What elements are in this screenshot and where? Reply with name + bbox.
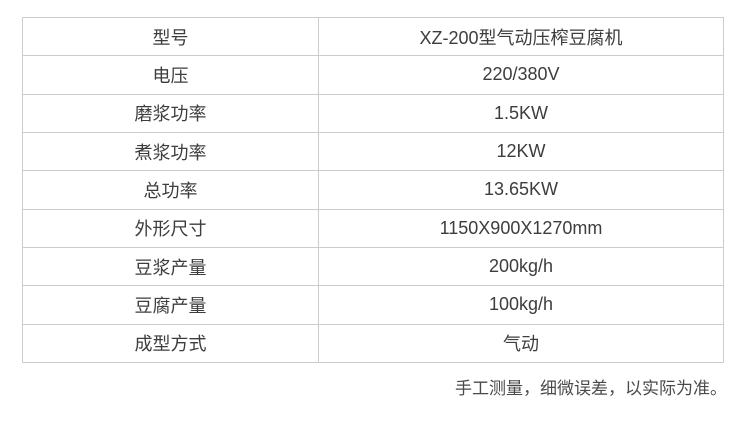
spec-row-label: 电压 — [22, 55, 319, 95]
spec-table-row: 豆腐产量 100kg/h — [22, 285, 724, 325]
spec-row-value: XZ-200型气动压榨豆腐机 — [318, 16, 724, 57]
spec-table: 型号 XZ-200型气动压榨豆腐机 电压 220/380V 磨浆功率 1.5KW… — [22, 16, 724, 364]
spec-row-value: 220/380V — [318, 55, 724, 95]
spec-row-value: 13.65KW — [318, 170, 724, 210]
spec-row-value: 200kg/h — [318, 246, 724, 287]
spec-row-label: 型号 — [22, 16, 319, 57]
spec-row-value: 12KW — [318, 131, 724, 172]
spec-row-value: 1150X900X1270mm — [318, 208, 724, 248]
spec-row-label: 煮浆功率 — [22, 131, 319, 172]
spec-row-label: 豆腐产量 — [22, 285, 319, 325]
spec-row-value: 气动 — [318, 323, 724, 364]
spec-table-row: 电压 220/380V — [22, 55, 724, 95]
spec-table-body: 型号 XZ-200型气动压榨豆腐机 电压 220/380V 磨浆功率 1.5KW… — [22, 16, 724, 364]
spec-table-row: 豆浆产量 200kg/h — [22, 246, 724, 287]
spec-row-label: 成型方式 — [22, 323, 319, 364]
spec-table-row: 总功率 13.65KW — [22, 170, 724, 210]
spec-row-value: 100kg/h — [318, 285, 724, 325]
spec-row-label: 豆浆产量 — [22, 246, 319, 287]
measurement-disclaimer-note: 手工测量，细微误差，以实际为准。 — [455, 379, 727, 398]
spec-table-row: 成型方式 气动 — [22, 323, 724, 364]
spec-table-row: 外形尺寸 1150X900X1270mm — [22, 208, 724, 248]
spec-table-row: 磨浆功率 1.5KW — [22, 93, 724, 133]
spec-table-row: 煮浆功率 12KW — [22, 131, 724, 172]
spec-row-value: 1.5KW — [318, 93, 724, 133]
spec-row-label: 总功率 — [22, 170, 319, 210]
spec-row-label: 外形尺寸 — [22, 208, 319, 248]
spec-row-label: 磨浆功率 — [22, 93, 319, 133]
spec-table-row: 型号 XZ-200型气动压榨豆腐机 — [22, 16, 724, 57]
